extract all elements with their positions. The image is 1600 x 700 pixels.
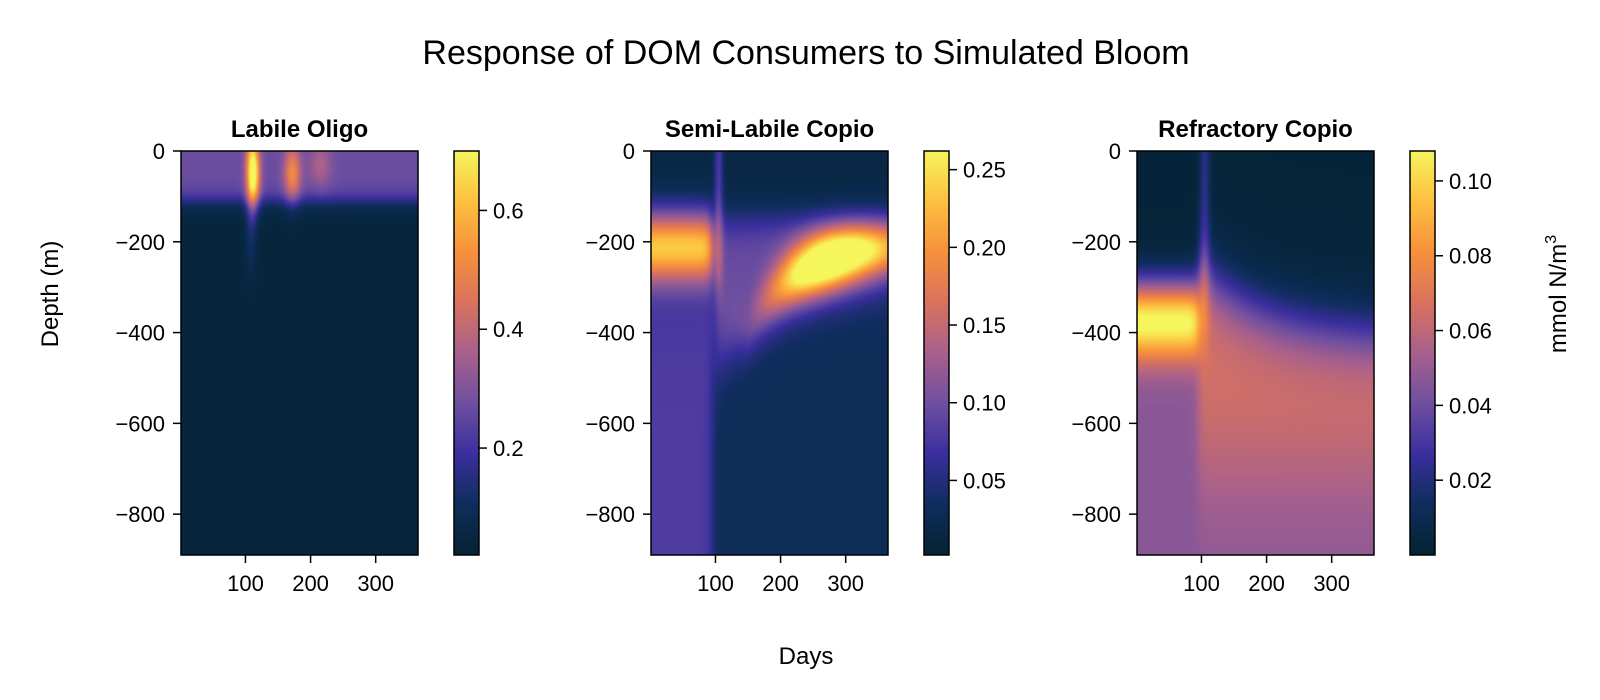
panel-refractory-copio: Refractory Copio 0 −200 −400 −600 −800 100 200 3…: [1071, 116, 1491, 596]
x-tick-label: 300: [1313, 571, 1350, 596]
y-tick-label: 0: [1109, 139, 1121, 164]
colorbar-label-superscript: 3: [1543, 235, 1560, 244]
colorbar-tick-label: 0.15: [963, 313, 1006, 338]
colorbar: [1409, 150, 1436, 556]
x-tick-label: 100: [697, 571, 734, 596]
panel-title: Labile Oligo: [231, 116, 368, 143]
colorbar: [923, 150, 950, 556]
colorbar-tick-label: 0.04: [1449, 393, 1492, 418]
y-tick-label: −800: [1071, 502, 1121, 527]
y-tick-label: −800: [585, 502, 635, 527]
heatmap-image-semi-labile-copio: [651, 151, 888, 555]
colorbar-label: mmol N/m3: [1543, 235, 1572, 353]
x-tick-label: 200: [1248, 571, 1285, 596]
x-tick-label: 100: [227, 571, 264, 596]
colorbar-tick-label: 0.05: [963, 468, 1006, 493]
colorbar-tick-label: 0.25: [963, 158, 1006, 183]
colorbar-tick-label: 0.10: [1449, 169, 1492, 194]
x-tick-label: 200: [292, 571, 329, 596]
y-tick-label: −200: [115, 230, 165, 255]
y-tick-label: −600: [1071, 411, 1121, 436]
x-tick-label: 200: [762, 571, 799, 596]
plot-frame: [1136, 150, 1375, 556]
heatmap-image-labile-oligo: [181, 151, 418, 555]
y-tick-label: −600: [115, 411, 165, 436]
y-tick-label: −200: [1071, 230, 1121, 255]
x-tick-label: 100: [1183, 571, 1220, 596]
y-tick-label: −800: [115, 502, 165, 527]
y-axis-label: Depth (m): [37, 241, 64, 348]
colorbar: [453, 150, 480, 556]
panel-title: Refractory Copio: [1158, 116, 1353, 143]
panel-labile-oligo: Labile Oligo 0 −200 −400 −600 −800 100 200 300 0.…: [115, 116, 523, 596]
x-axis-label: Days: [779, 643, 834, 670]
y-tick-label: −600: [585, 411, 635, 436]
y-tick-label: 0: [153, 139, 165, 164]
colorbar-tick-label: 0.20: [963, 235, 1006, 260]
y-tick-label: −400: [585, 321, 635, 346]
colorbar-tick-label: 0.10: [963, 391, 1006, 416]
colorbar-tick-label: 0.02: [1449, 468, 1492, 493]
heatmap-image-refractory-copio: [1137, 151, 1374, 555]
colorbar-tick-label: 0.6: [493, 198, 524, 223]
colorbar-tick-label: 0.06: [1449, 319, 1492, 344]
x-tick-label: 300: [827, 571, 864, 596]
colorbar-tick-label: 0.4: [493, 317, 524, 342]
colorbar-tick-label: 0.08: [1449, 244, 1492, 269]
colorbar-label-text: mmol N/m: [1545, 244, 1572, 353]
x-tick-label: 300: [357, 571, 394, 596]
y-tick-label: −400: [1071, 321, 1121, 346]
plot-frame: [650, 150, 889, 556]
y-tick-label: 0: [623, 139, 635, 164]
y-tick-label: −400: [115, 321, 165, 346]
panel-title: Semi-Labile Copio: [665, 116, 874, 143]
figure-title: Response of DOM Consumers to Simulated B…: [422, 34, 1189, 72]
plot-frame: [180, 150, 419, 556]
colorbar-tick-label: 0.2: [493, 436, 524, 461]
panel-semi-labile-copio: Semi-Labile Copio 0 −200 −400 −600 −800 100 200…: [585, 116, 1005, 596]
y-tick-label: −200: [585, 230, 635, 255]
